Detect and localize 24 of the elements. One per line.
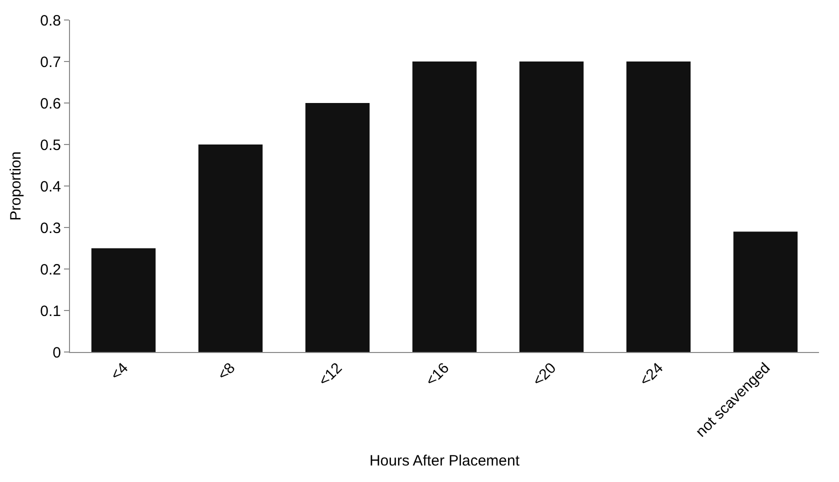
y-tick-label: 0.6 bbox=[40, 95, 61, 112]
y-tick-label: 0 bbox=[52, 344, 61, 362]
x-tick-label: <12 bbox=[316, 360, 346, 390]
bar bbox=[519, 62, 584, 352]
y-tick-label: 0.3 bbox=[40, 220, 61, 237]
y-axis-title: Proportion bbox=[7, 151, 24, 221]
x-axis-title: Hours After Placement bbox=[369, 452, 520, 470]
y-tick-label: 0.1 bbox=[40, 302, 61, 320]
bar bbox=[733, 232, 798, 352]
x-tick-label: <4 bbox=[108, 360, 132, 384]
x-tick-label: <24 bbox=[636, 360, 667, 390]
y-tick-label: 0.5 bbox=[40, 136, 61, 154]
bar bbox=[91, 248, 156, 352]
x-tick-label: <8 bbox=[214, 360, 239, 384]
bar bbox=[412, 62, 477, 352]
x-tick-label: <20 bbox=[530, 360, 560, 390]
y-tick-label: 0.2 bbox=[40, 261, 61, 278]
x-tick-label: <16 bbox=[422, 360, 453, 390]
bar bbox=[305, 103, 370, 352]
y-tick-label: 0.4 bbox=[40, 178, 61, 196]
y-tick-label: 0.8 bbox=[40, 12, 61, 30]
bar bbox=[626, 62, 691, 352]
bar bbox=[198, 144, 263, 352]
y-tick-label: 0.7 bbox=[40, 54, 61, 71]
